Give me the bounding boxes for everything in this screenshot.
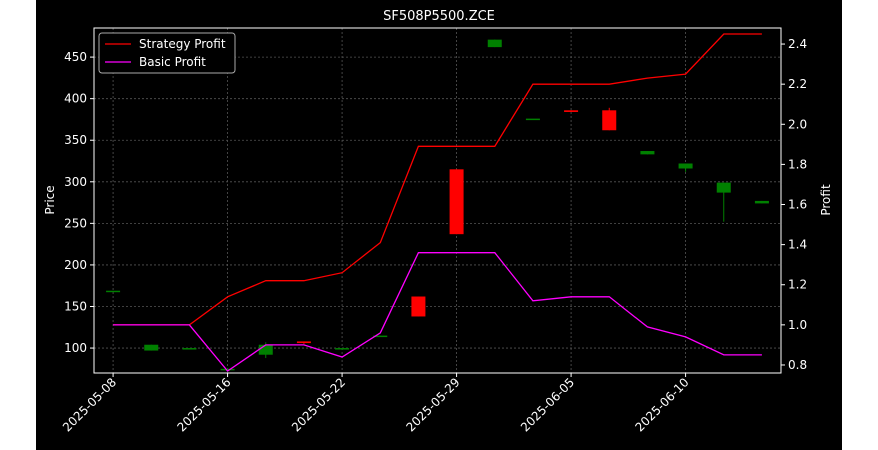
candle-body [220,368,235,371]
candle-body [144,344,159,351]
candle-body [182,348,197,350]
candle-body [106,290,121,293]
y-left-tick-label: 200 [64,258,87,272]
y-right-tick-label: 1.8 [788,157,807,171]
strategy-profit-line [113,33,762,326]
y-right-tick-label: 1.6 [788,198,807,212]
legend-label-strategy-profit: Strategy Profit [139,37,226,51]
candle-body [258,344,273,355]
legend: Strategy Profit Basic Profit [98,32,236,74]
candle-body [678,163,693,169]
candle-body [373,335,388,338]
figure-background [36,0,842,450]
candle-body [487,39,502,48]
y-right-tick-label: 2.4 [788,37,807,51]
candle-body [564,110,579,112]
y-axis-right-label: Profit [819,184,833,216]
y-left-tick-label: 300 [64,175,87,189]
y-left-tick-label: 400 [64,92,87,106]
y-left-tick-label: 250 [64,216,87,230]
candle-body [296,341,311,344]
y-left-tick-label: 350 [64,133,87,147]
candle-body [449,169,464,235]
candle-body [716,182,731,193]
y-right-tick-label: 1.4 [788,238,807,252]
plot-frame [93,27,782,374]
y-left-tick-label: 150 [64,299,87,313]
chart-title: SF508P5500.ZCE [383,9,495,24]
candle-body [335,348,350,350]
candle-body [411,296,426,317]
candle-body [640,151,655,155]
candle-body [602,110,617,131]
candles [106,39,769,371]
y-right-tick-label: 1.2 [788,278,807,292]
profit-lines [113,33,762,372]
basic-profit-line [113,252,762,372]
y-left-tick-label: 100 [64,341,87,355]
legend-box [98,32,236,74]
y-right-tick-label: 2.2 [788,77,807,91]
y-right-tick-label: 1.0 [788,318,807,332]
candle-body [525,118,540,121]
y-right-tick-label: 0.8 [788,358,807,372]
y-axis-left-label: Price [43,185,57,214]
y-right-tick-label: 2.0 [788,117,807,131]
candle-body [754,200,769,204]
y-left-tick-label: 450 [64,50,87,64]
legend-label-basic-profit: Basic Profit [139,55,206,69]
